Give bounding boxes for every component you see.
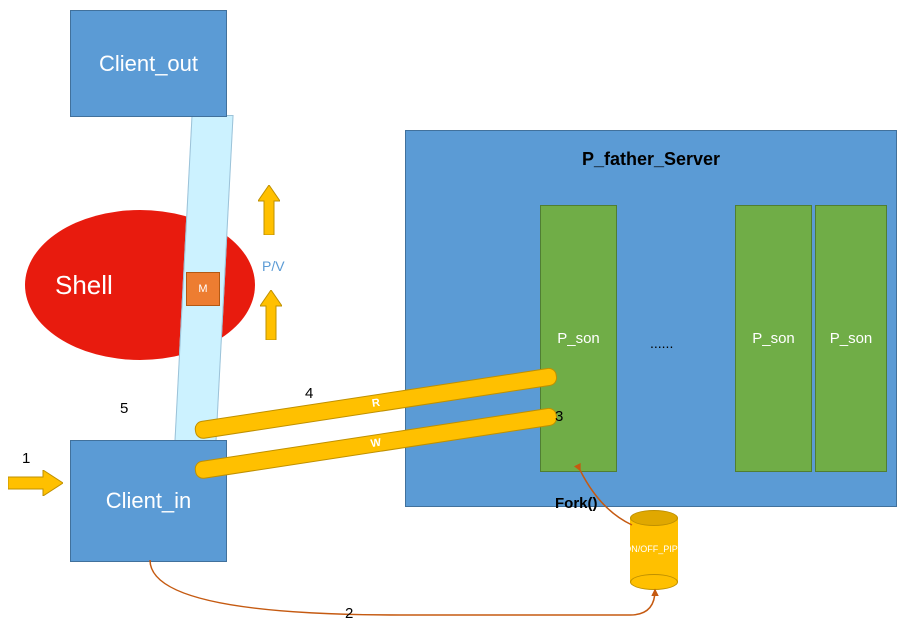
onoff-pipe-cylinder: ON/OFF_PIPE xyxy=(630,510,678,590)
arrow-in-icon xyxy=(8,470,63,501)
pson-label: P_son xyxy=(557,330,600,347)
pson-box: P_son xyxy=(815,205,887,472)
step-number: 3 xyxy=(555,408,563,425)
step-number: 1 xyxy=(22,450,30,467)
client-in-label: Client_in xyxy=(106,488,192,514)
server-title: P_father_Server xyxy=(406,149,896,170)
arrow-up-icon xyxy=(258,185,280,240)
pv-label: P/V xyxy=(262,258,285,274)
pson-label: P_son xyxy=(752,330,795,347)
fork-label: Fork() xyxy=(555,495,598,512)
m-box: M xyxy=(186,272,220,306)
pson-box: P_son xyxy=(735,205,812,472)
step-number: 4 xyxy=(305,385,313,402)
step-number: 2 xyxy=(345,605,353,622)
client-out-label: Client_out xyxy=(99,51,198,77)
pson-box: P_son xyxy=(540,205,617,472)
client-in-box: Client_in xyxy=(70,440,227,562)
client-out-box: Client_out xyxy=(70,10,227,117)
step-number: 5 xyxy=(120,400,128,417)
arrow-up-icon xyxy=(260,290,282,345)
m-box-label: M xyxy=(198,283,207,295)
pson-label: P_son xyxy=(830,330,873,347)
onoff-pipe-label: ON/OFF_PIPE xyxy=(630,510,678,590)
ellipsis: ...... xyxy=(650,335,673,351)
shell-label: Shell xyxy=(55,270,113,301)
